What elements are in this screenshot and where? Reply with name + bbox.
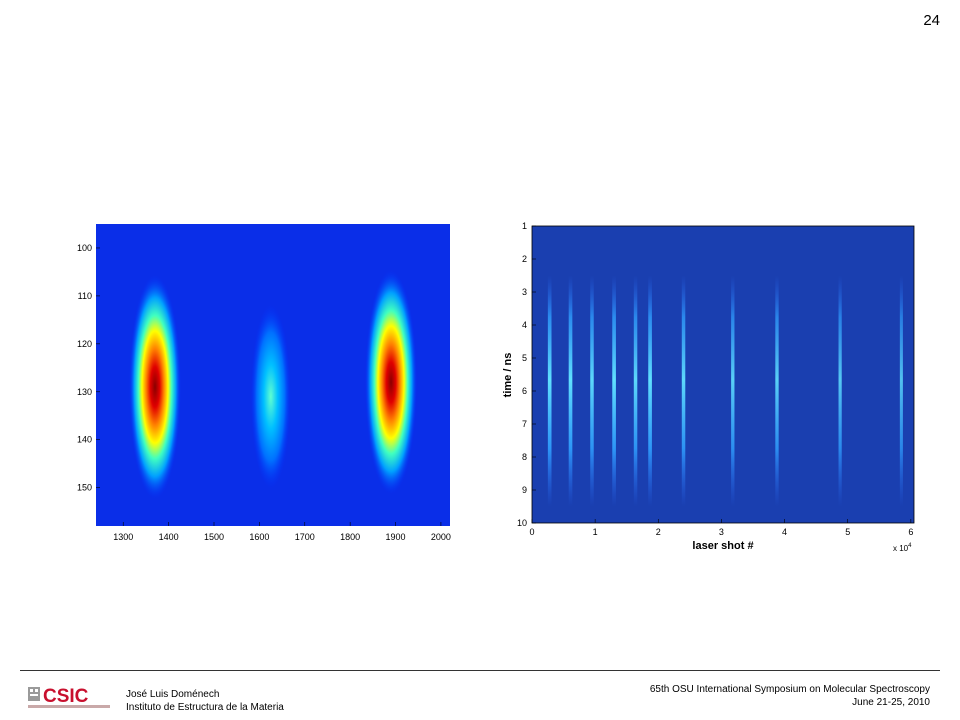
right-line-5 [648,275,652,507]
right-line-10 [899,275,903,507]
right-heatmap-svg: 1 2 3 4 5 6 7 8 9 10 0 1 2 3 4 5 6 time / ns laser shot… [502,221,915,553]
right-y-tick-label-9: 10 [517,518,527,528]
conference-dates: June 21-25, 2010 [852,697,930,708]
right-y-tick-label-5: 6 [522,386,527,396]
right-x-tick-label-4: 4 [782,527,787,537]
footer-conference-block: 65th OSU International Symposium on Mole… [650,683,930,709]
right-x-axis-title: laser shot # [692,540,753,552]
right-line-6 [681,275,686,507]
left-x-tick-label-3: 1600 [249,532,269,542]
right-x-tick-label-6: 6 [908,527,913,537]
institution-name: Instituto de Estructura de la Materia [126,702,284,713]
left-heatmap-chart: 100 110 120 130 140 150 1300 1400 1500 1600 1700 1… [60,210,460,550]
page-number: 24 [923,12,940,29]
left-x-tick-label-1: 1400 [159,532,179,542]
left-y-tick-label-1: 110 [78,291,92,301]
right-line-9 [838,275,842,507]
left-x-tick-label-2: 1500 [204,532,224,542]
right-y-tick-label-4: 5 [522,353,527,363]
right-x-tick-label-1: 1 [593,527,598,537]
right-plot-background [532,226,914,523]
csic-logo: CSIC [28,686,110,708]
right-heatmap-chart: 1 2 3 4 5 6 7 8 9 10 0 1 2 3 4 5 6 time / ns laser shot… [495,210,925,565]
right-x-tick-label-2: 2 [656,527,661,537]
left-peak-0 [129,274,181,499]
right-y-tick-label-0: 1 [522,221,527,231]
csic-emblem-icon [28,687,40,701]
right-line-2 [590,275,594,507]
left-x-tick-label-7: 2000 [431,532,451,542]
right-x-tick-label-3: 3 [719,527,724,537]
right-line-3 [612,275,616,507]
right-x-multiplier: x 104 [893,543,912,553]
right-line-1 [568,275,573,507]
svg-text:CSIC: CSIC [43,686,89,707]
right-line-8 [775,275,779,507]
right-y-tick-label-6: 7 [522,419,527,429]
left-y-tick-label-5: 150 [77,483,92,493]
left-x-tick-label-5: 1800 [340,532,360,542]
left-y-tick-label-3: 130 [77,387,92,397]
right-x-tick-label-0: 0 [529,527,534,537]
right-y-axis-title: time / ns [502,353,514,398]
footer-author-block: José Luis Doménech Instituto de Estructu… [126,688,284,714]
right-line-4 [633,275,638,507]
right-y-tick-label-8: 9 [522,485,527,495]
left-x-tick-label-4: 1700 [295,532,315,542]
conference-name: 65th OSU International Symposium on Mole… [649,684,930,695]
left-peak-2 [365,270,417,495]
left-x-tick-label-6: 1900 [386,532,406,542]
right-y-tick-label-2: 3 [522,287,527,297]
left-y-tick-label-2: 120 [77,339,92,349]
left-y-tick-label-4: 140 [77,435,92,445]
right-line-0 [547,275,552,507]
right-y-tick-label-1: 2 [522,254,527,264]
right-y-tick-label-3: 4 [522,320,527,330]
left-heatmap-svg: 100 110 120 130 140 150 1300 1400 1500 1600 1700 1… [77,224,451,542]
left-x-tick-label-0: 1300 [113,532,133,542]
right-line-7 [731,275,735,507]
right-x-tick-label-5: 5 [845,527,850,537]
footer-divider [20,670,940,671]
author-name: José Luis Doménech [126,689,220,700]
right-y-tick-label-7: 8 [522,452,527,462]
left-peak-1 [250,304,291,489]
left-y-tick-label-0: 100 [77,243,92,253]
right-plot-frame [531,225,915,524]
